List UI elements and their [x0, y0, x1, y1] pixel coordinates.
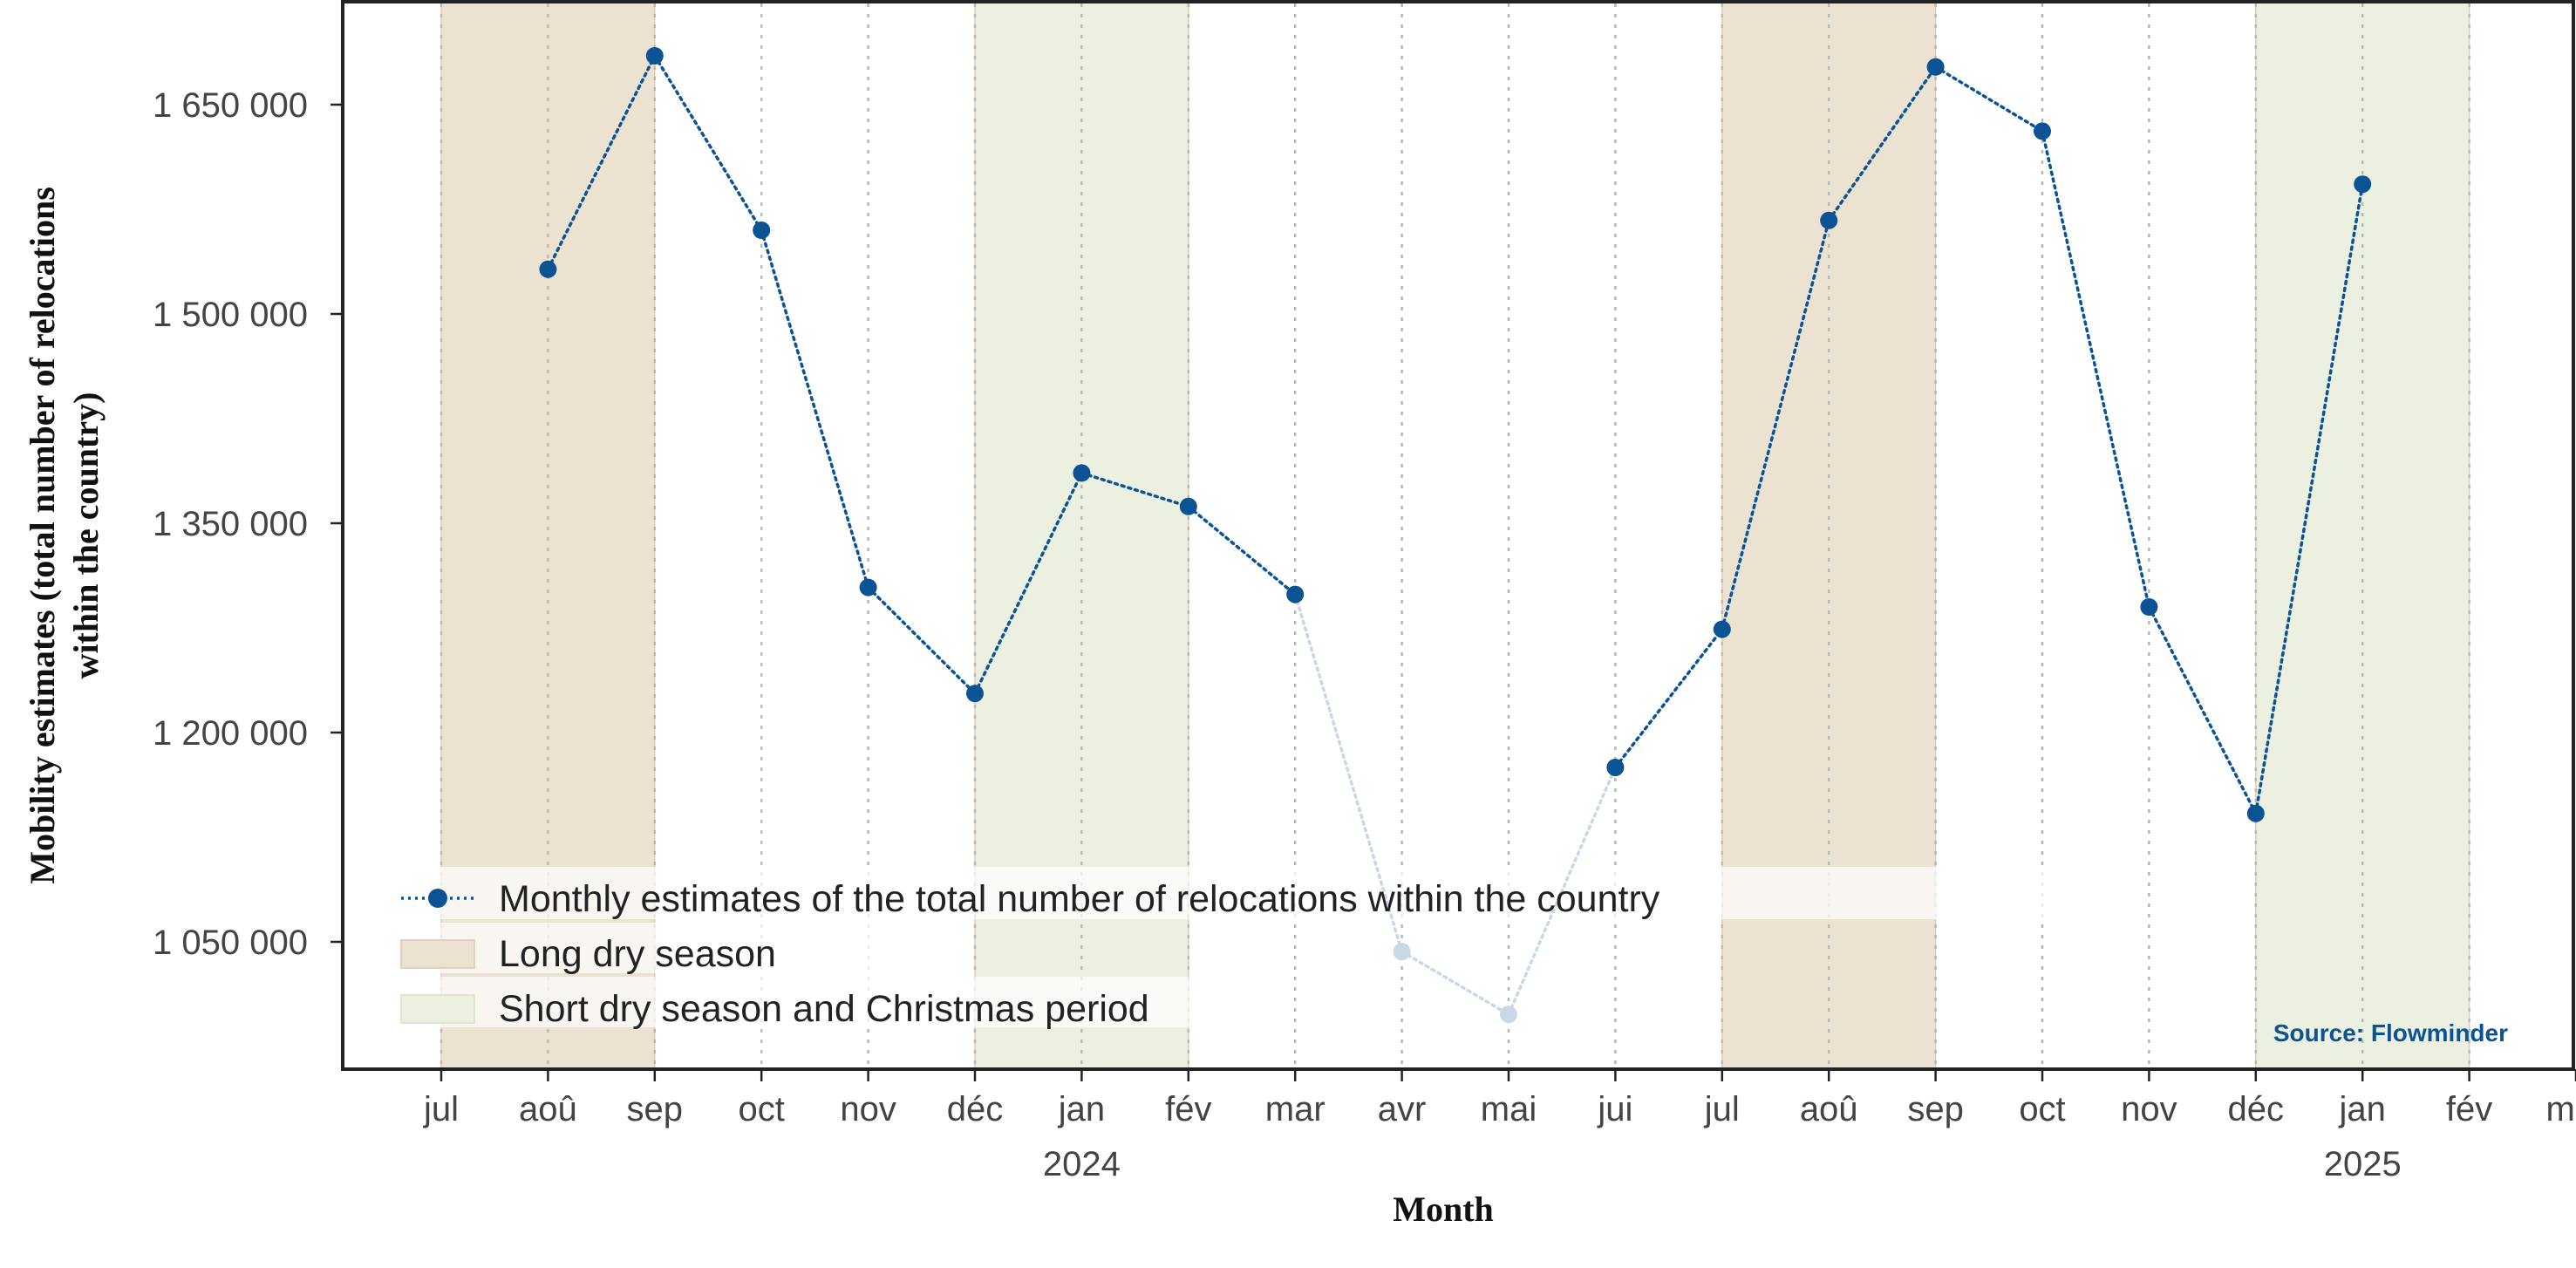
x-axis-ticks: jul aoû sep oct nov déc jan 2024 fév mar avr mai jui… [423, 1069, 2576, 1183]
x-tick-label-6: jan [1058, 1090, 1105, 1128]
x-tick-label-8: mar [1265, 1090, 1325, 1128]
plot-frame [341, 0, 2575, 1071]
series-segment-8 [1400, 950, 1510, 1016]
legend-long-dry-label: Long dry season [499, 933, 776, 975]
legend-background-0 [387, 867, 2051, 919]
x-tick-year-6: 2024 [1043, 1145, 1121, 1183]
data-point-2024-12 [2246, 804, 2265, 822]
data-point-2024-07 [1713, 620, 1731, 638]
x-tick-label-18: jan [2339, 1090, 2386, 1128]
x-tick-label-11: jui [1597, 1090, 1632, 1128]
series-segment-3 [866, 585, 977, 695]
series-segment-13 [1933, 65, 2044, 133]
y-axis-ticks: 1 050 000 1 200 000 1 350 000 1 500 000 1 65… [153, 86, 343, 962]
source-annotation: Source: Flowminder [2273, 1019, 2508, 1046]
series-segment-5 [1080, 471, 1190, 508]
x-tick-label-1: aoû [519, 1090, 577, 1128]
series-segment-10 [1613, 627, 1724, 769]
y-axis-title-line-2: within the country) [66, 392, 106, 679]
x-axis-title: Month [1393, 1190, 1494, 1229]
legend-short-dry-swatch [400, 994, 475, 1024]
y-tick-label-2: 1 350 000 [153, 505, 308, 543]
x-tick-label-3: oct [739, 1090, 785, 1128]
legend-background-2 [387, 977, 1191, 1027]
y-tick-label-1: 1 200 000 [153, 714, 308, 753]
x-tick-label-17: déc [2228, 1090, 2285, 1128]
data-point-2024-06 [1606, 759, 1625, 776]
legend-series-swatch-marker [428, 889, 447, 908]
x-tick-label-4: nov [840, 1090, 896, 1128]
series-segment-1 [653, 54, 763, 232]
series-segment-16 [2254, 182, 2364, 815]
data-point-2024-03 [1286, 585, 1305, 603]
series-segment-7 [1293, 592, 1404, 953]
x-tick-label-5: déc [947, 1090, 1004, 1128]
series-segment-9 [1507, 766, 1618, 1016]
series-segment-12 [1827, 65, 1938, 222]
series-segment-14 [2041, 129, 2151, 609]
data-point-2024-05 [1500, 1006, 1517, 1024]
legend-series-label: Monthly estimates of the total number of… [499, 878, 1660, 920]
series-segment-2 [760, 228, 870, 590]
y-axis-title-line-1: Mobility estimates (total number of relo… [23, 187, 62, 884]
x-tick-label-10: mai [1481, 1090, 1537, 1128]
data-point-2024-01 [1073, 464, 1091, 482]
y-tick-label-4: 1 650 000 [153, 86, 308, 125]
data-point-2024-02 [1179, 497, 1197, 515]
x-tick-label-15: oct [2019, 1090, 2065, 1128]
x-tick-label-14: sep [1907, 1090, 1964, 1128]
y-tick-label-3: 1 500 000 [153, 296, 308, 334]
x-tick-label-13: aoû [1800, 1090, 1858, 1128]
data-points [539, 47, 2372, 1024]
data-point-2024-09 [1926, 58, 1945, 76]
y-tick-label-0: 1 050 000 [153, 924, 308, 962]
data-point-2024-10 [2034, 122, 2051, 140]
x-tick-label-20: mar [2546, 1090, 2576, 1128]
data-point-2024-04 [1393, 943, 1411, 961]
data-point-2023-10 [753, 222, 771, 239]
x-tick-label-2: sep [627, 1090, 684, 1128]
legend-short-dry-label: Short dry season and Christmas period [499, 988, 1149, 1030]
x-tick-label-7: fév [1165, 1090, 1211, 1128]
series-segment-15 [2147, 605, 2258, 815]
legend: Monthly estimates of the total number of… [400, 878, 1660, 1030]
data-point-2023-09 [645, 47, 664, 65]
series-segment-11 [1721, 219, 1830, 631]
data-point-2023-08 [539, 260, 557, 278]
data-point-2023-11 [859, 578, 877, 597]
legend-long-dry-swatch [400, 939, 475, 969]
x-tick-label-16: nov [2121, 1090, 2177, 1128]
legend-backgrounds [387, 867, 2051, 1027]
x-tick-label-9: avr [1378, 1090, 1427, 1128]
x-tick-label-0: jul [423, 1090, 459, 1128]
series-line [546, 54, 2364, 1016]
series-segment-4 [973, 471, 1084, 695]
x-tick-label-12: jul [1704, 1090, 1740, 1128]
data-point-2024-08 [1820, 211, 1838, 229]
x-tick-label-19: fév [2446, 1090, 2492, 1128]
data-point-2025-01 [2354, 175, 2372, 194]
x-tick-year-18: 2025 [2324, 1145, 2402, 1183]
data-point-2024-11 [2140, 598, 2158, 616]
y-axis-title: Mobility estimates (total number of relo… [23, 187, 106, 884]
data-point-2023-12 [966, 685, 984, 703]
series-segment-0 [546, 54, 657, 271]
series-segment-6 [1187, 505, 1297, 597]
